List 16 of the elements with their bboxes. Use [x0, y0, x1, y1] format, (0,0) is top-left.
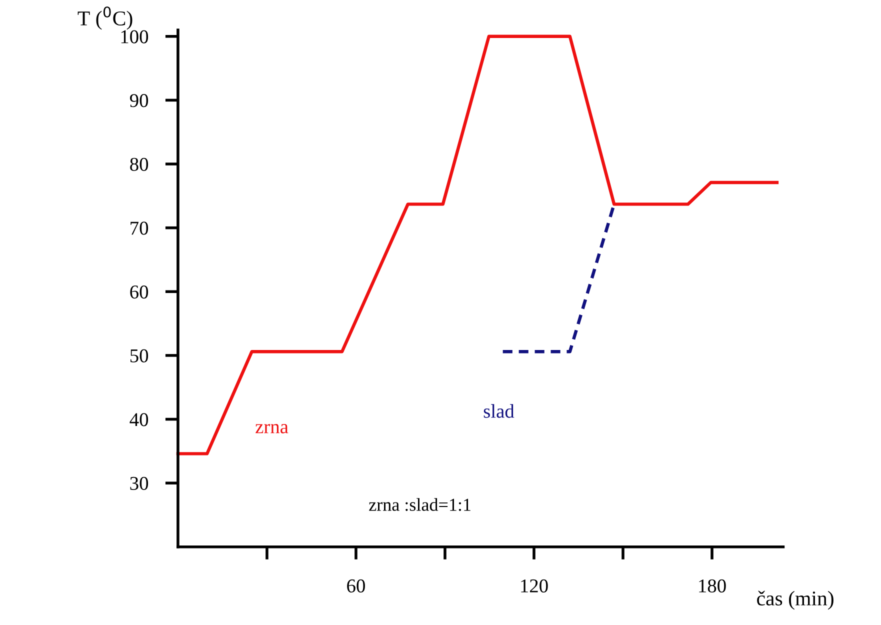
annotation: zrna :slad=1:1	[369, 498, 470, 511]
text: slad	[484, 404, 514, 418]
series-label: zrna	[256, 424, 288, 434]
y-tick-label: 90	[130, 94, 148, 108]
x-axis-title: čas (min)	[757, 590, 834, 610]
y-tick-label: 40	[130, 413, 148, 426]
x-tick-label: 60	[347, 579, 365, 593]
y-axis-title: T ($^{0}$C)	[78, 6, 132, 30]
y-tick-label: 50	[130, 349, 148, 362]
y-tick-label: 70	[130, 222, 148, 235]
y-tick-label: 30	[130, 476, 148, 490]
y-tick-label: 80	[130, 158, 148, 171]
x-tick-label: 120	[521, 579, 548, 593]
y-tick-label: 100	[121, 30, 148, 44]
y-tick-label: 60	[130, 285, 148, 299]
x-tick-label: 180	[699, 579, 726, 593]
